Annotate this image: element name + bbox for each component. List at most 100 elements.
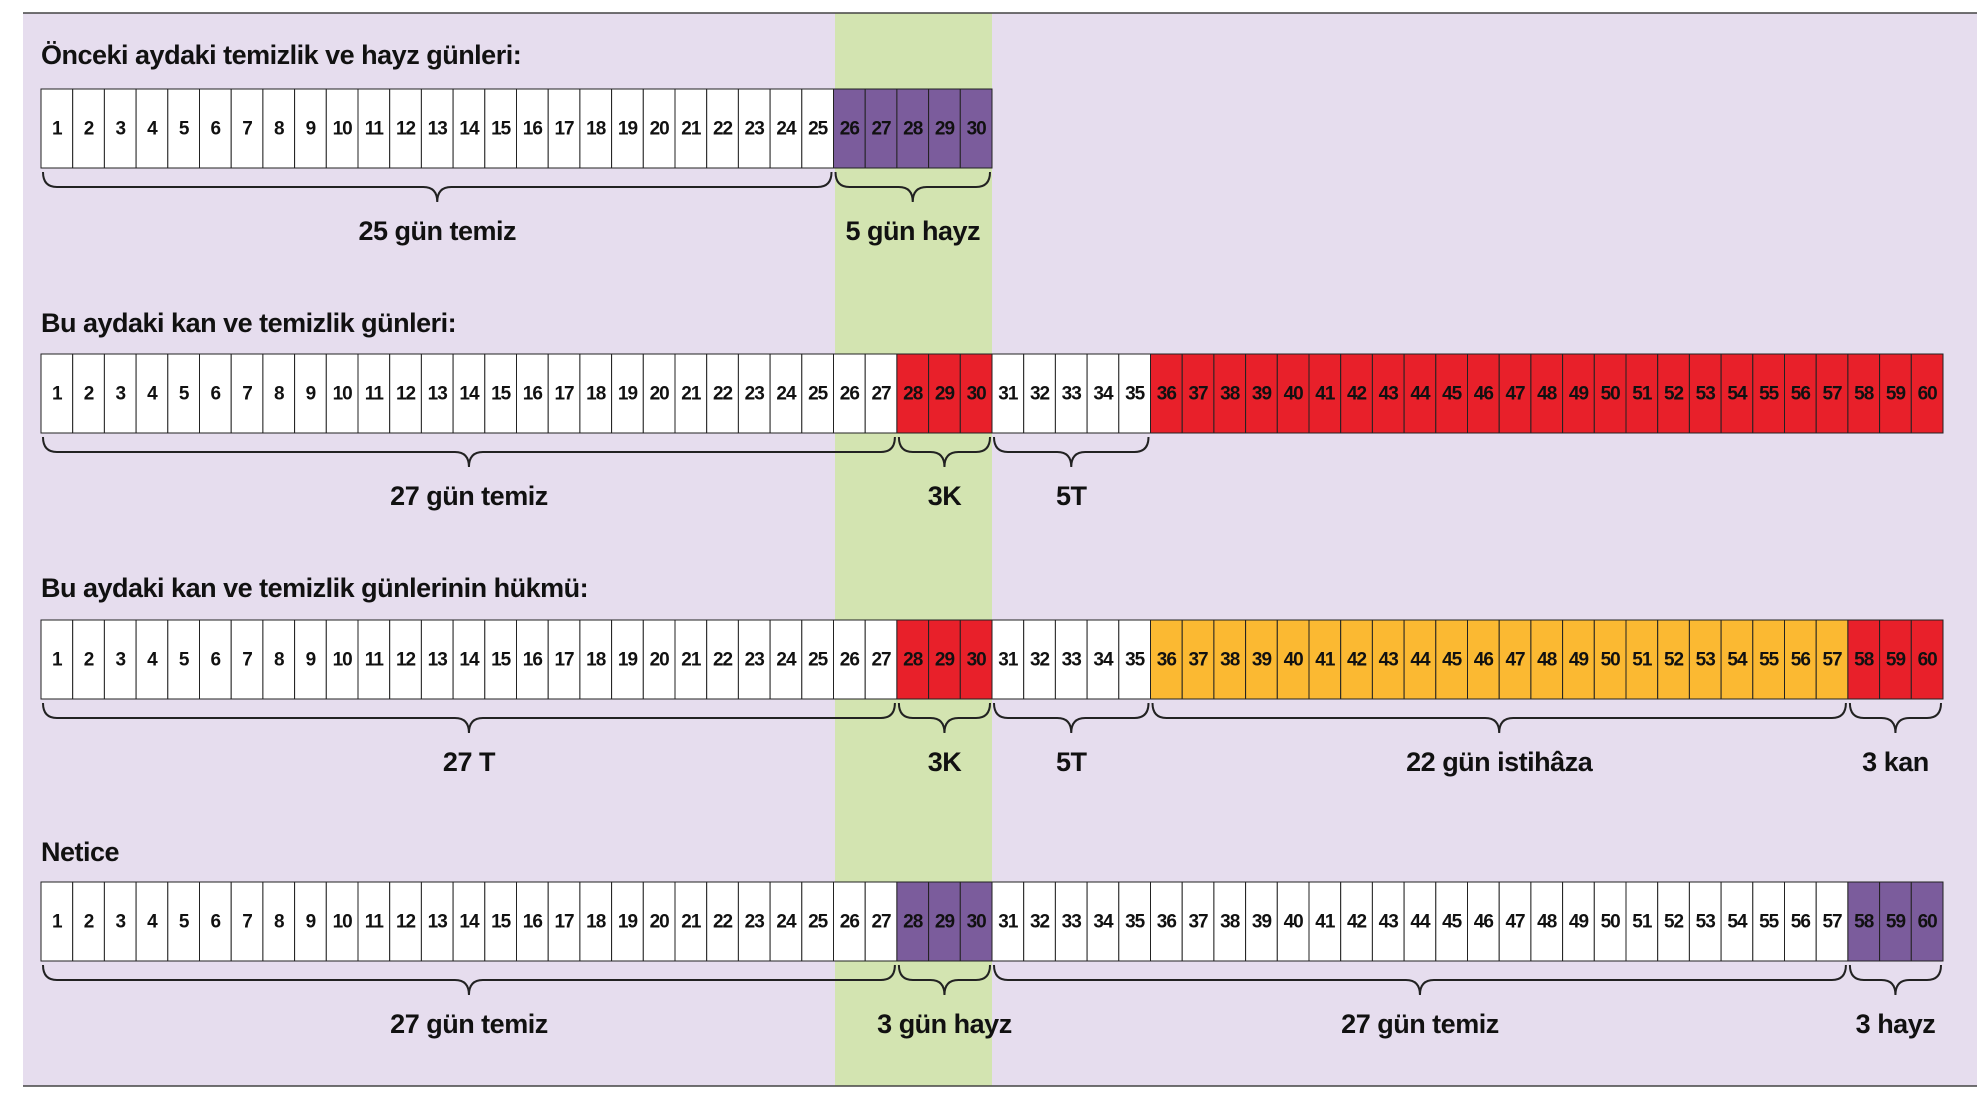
day-cell [325, 353, 359, 434]
day-number: 2 [84, 384, 94, 405]
day-number: 9 [306, 912, 316, 933]
day-cell [896, 881, 930, 962]
day-number: 20 [650, 384, 670, 405]
day-cell [1245, 881, 1278, 962]
day-cell [389, 353, 422, 434]
brace [993, 702, 1150, 734]
day-cell [959, 88, 993, 169]
day-number: 28 [903, 650, 923, 671]
day-number: 44 [1410, 384, 1431, 405]
brace [1151, 702, 1847, 734]
day-cell [579, 353, 613, 434]
brace-label: 3 gün hayz [877, 1009, 1012, 1039]
day-cell [1150, 353, 1183, 434]
day-number: 27 [871, 384, 891, 405]
day-number: 13 [428, 119, 448, 140]
day-number: 56 [1791, 384, 1811, 405]
day-cell [1403, 619, 1437, 700]
day-number: 7 [242, 650, 252, 671]
day-number: 47 [1505, 384, 1525, 405]
day-number: 36 [1157, 650, 1177, 671]
day-number: 45 [1442, 912, 1463, 933]
day-cell [991, 881, 1025, 962]
day-number: 30 [967, 650, 987, 671]
day-cell [642, 881, 676, 962]
day-number: 10 [333, 119, 353, 140]
day-number: 10 [333, 384, 353, 405]
day-cell [1308, 881, 1342, 962]
day-number: 48 [1537, 384, 1557, 405]
day-cell [516, 619, 549, 700]
day-cell [1023, 619, 1056, 700]
day-number: 39 [1252, 650, 1272, 671]
day-cell [642, 88, 676, 169]
brace [42, 702, 896, 734]
day-cell [1150, 881, 1183, 962]
brace-label: 27 gün temiz [390, 1009, 548, 1039]
day-number: 21 [681, 650, 702, 671]
day-number: 26 [840, 119, 860, 140]
day-cell [1181, 881, 1215, 962]
day-number: 11 [365, 119, 385, 140]
day-number: 23 [745, 650, 765, 671]
day-number: 12 [396, 119, 416, 140]
day-number: 12 [396, 650, 416, 671]
brace-label: 5T [1056, 481, 1088, 511]
day-cell [547, 353, 581, 434]
day-number: 47 [1505, 650, 1525, 671]
day-number: 53 [1696, 384, 1716, 405]
day-number: 4 [147, 912, 158, 933]
day-number: 1 [52, 912, 63, 933]
day-number: 25 [808, 650, 829, 671]
day-number: 39 [1252, 912, 1272, 933]
day-number: 36 [1157, 384, 1177, 405]
day-number: 19 [618, 119, 638, 140]
day-number: 59 [1886, 384, 1906, 405]
day-number: 12 [396, 912, 416, 933]
day-cell [72, 88, 105, 169]
brace [897, 964, 991, 996]
brace-label: 5T [1056, 747, 1088, 777]
day-number: 21 [681, 119, 702, 140]
day-cell [230, 88, 264, 169]
day-cell [1815, 881, 1849, 962]
day-number: 17 [554, 119, 574, 140]
day-number: 47 [1505, 912, 1525, 933]
day-cell [1530, 353, 1564, 434]
day-number: 38 [1220, 650, 1240, 671]
day-cell [294, 353, 327, 434]
day-number: 48 [1537, 650, 1557, 671]
brace [834, 171, 991, 203]
day-number: 17 [554, 384, 574, 405]
day-cell [1403, 353, 1437, 434]
day-number: 51 [1632, 912, 1653, 933]
day-number: 15 [491, 912, 512, 933]
day-number: 3 [115, 384, 125, 405]
brace-label: 5 gün hayz [845, 216, 980, 246]
day-cell [769, 88, 803, 169]
day-number: 7 [242, 384, 252, 405]
day-cell [357, 619, 391, 700]
day-number: 31 [998, 384, 1019, 405]
day-number: 50 [1601, 912, 1621, 933]
day-cell [389, 619, 422, 700]
day-cell [674, 881, 708, 962]
day-number: 19 [618, 384, 638, 405]
day-number: 54 [1727, 384, 1748, 405]
day-number: 10 [333, 912, 353, 933]
day-cell [1276, 353, 1310, 434]
day-cell [1562, 353, 1595, 434]
day-number: 23 [745, 119, 765, 140]
day-cell [1910, 353, 1944, 434]
day-number: 43 [1379, 384, 1399, 405]
day-number: 18 [586, 650, 606, 671]
brace [1848, 702, 1942, 734]
day-number: 46 [1474, 912, 1494, 933]
day-number: 33 [1062, 650, 1082, 671]
day-number: 21 [681, 384, 702, 405]
day-number: 3 [115, 912, 125, 933]
day-number: 30 [967, 119, 987, 140]
brace-label: 3 kan [1862, 747, 1929, 777]
day-cell [706, 88, 739, 169]
day-cell [611, 619, 644, 700]
